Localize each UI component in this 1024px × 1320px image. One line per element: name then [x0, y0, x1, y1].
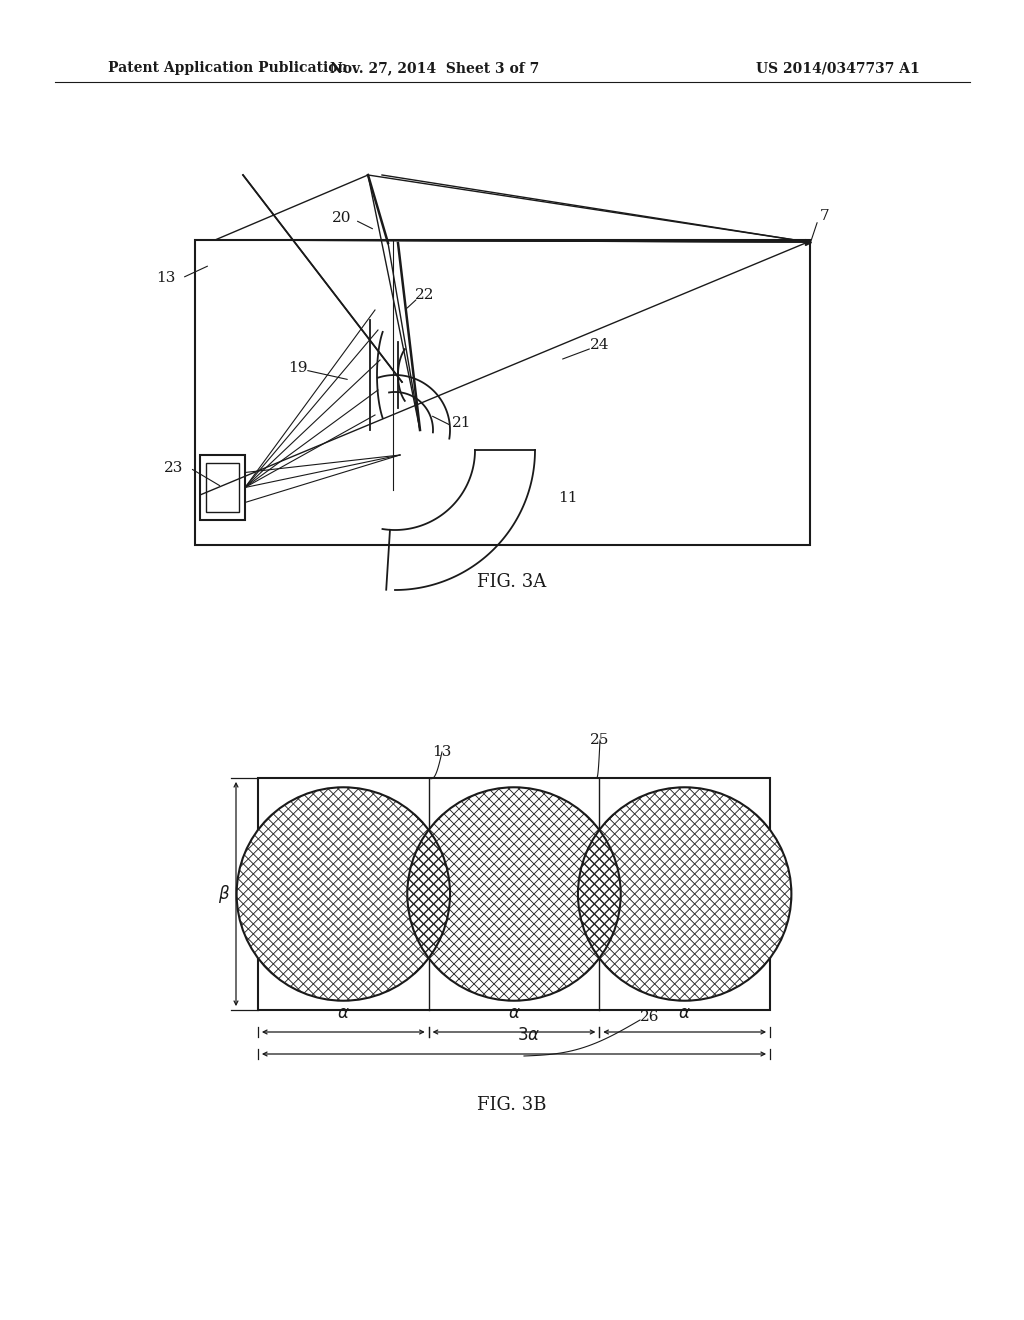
Text: 22: 22: [415, 288, 434, 302]
Circle shape: [237, 787, 451, 1001]
Bar: [195, 240, 810, 545]
Text: FIG. 3A: FIG. 3A: [477, 573, 547, 591]
Text: Nov. 27, 2014  Sheet 3 of 7: Nov. 27, 2014 Sheet 3 of 7: [331, 61, 540, 75]
Text: US 2014/0347737 A1: US 2014/0347737 A1: [757, 61, 920, 75]
Text: $\beta$: $\beta$: [218, 883, 230, 906]
Circle shape: [578, 787, 792, 1001]
Text: Patent Application Publication: Patent Application Publication: [108, 61, 347, 75]
Text: 7: 7: [820, 209, 829, 223]
Text: 21: 21: [452, 416, 471, 430]
Text: 25: 25: [590, 733, 609, 747]
Bar: [258, 777, 770, 1010]
Text: 20: 20: [332, 211, 352, 224]
Text: $\alpha$: $\alpha$: [337, 1005, 349, 1022]
Bar: [206, 463, 239, 512]
Text: 23: 23: [164, 461, 183, 475]
Text: 19: 19: [288, 360, 308, 375]
Bar: [200, 455, 245, 520]
Text: 26: 26: [640, 1010, 659, 1024]
Text: 13: 13: [432, 744, 452, 759]
Text: 13: 13: [156, 271, 175, 285]
Text: 24: 24: [590, 338, 609, 352]
Text: FIG. 3B: FIG. 3B: [477, 1096, 547, 1114]
Circle shape: [408, 787, 621, 1001]
Text: $\alpha$: $\alpha$: [678, 1005, 691, 1022]
Text: 11: 11: [558, 491, 578, 506]
Text: $\alpha$: $\alpha$: [508, 1005, 520, 1022]
Text: $3\alpha$: $3\alpha$: [517, 1026, 541, 1044]
